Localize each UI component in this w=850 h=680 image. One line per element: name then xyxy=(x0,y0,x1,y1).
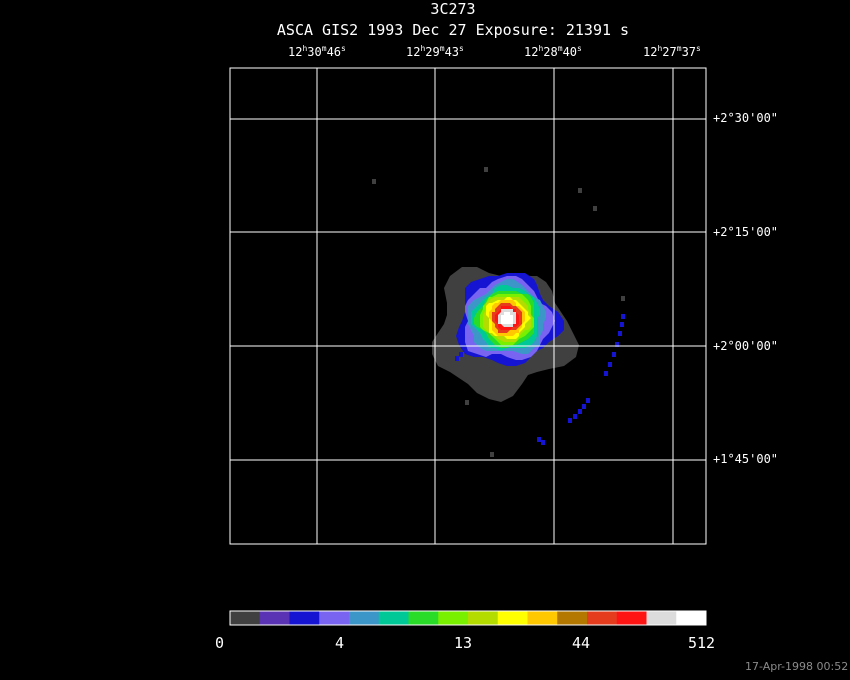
xray-intensity-image xyxy=(372,167,625,457)
intensity-pixel xyxy=(455,356,459,361)
colorbar-swatch xyxy=(527,611,558,625)
intensity-pixel xyxy=(465,400,469,405)
source-title: 3C273 xyxy=(430,0,476,18)
colorbar-swatch xyxy=(259,611,290,625)
colorbar-swatch xyxy=(497,611,528,625)
intensity-pixel xyxy=(621,314,625,319)
dec-tick-label: +1°45'00" xyxy=(713,452,779,466)
ra-tick-label: 12h30m46s xyxy=(288,44,346,59)
colorbar-swatch xyxy=(289,611,320,625)
intensity-pixel xyxy=(582,404,586,409)
intensity-pixel xyxy=(621,296,625,301)
intensity-pixel xyxy=(608,362,612,367)
intensity-pixel xyxy=(618,331,622,336)
intensity-pixel xyxy=(578,409,582,414)
coordinate-grid xyxy=(230,68,706,544)
colorbar-swatch xyxy=(616,611,647,625)
intensity-pixel xyxy=(593,206,597,211)
intensity-pixel xyxy=(372,179,376,184)
colorbar-label: 4 xyxy=(335,634,345,652)
colorbar-label: 13 xyxy=(454,634,473,652)
intensity-pixel xyxy=(484,167,488,172)
colorbar-swatch xyxy=(646,611,677,625)
observation-subtitle: ASCA GIS2 1993 Dec 27 Exposure: 21391 s xyxy=(276,21,630,39)
colorbar-frame xyxy=(229,610,707,626)
intensity-contour xyxy=(501,312,513,324)
colorbar-swatch xyxy=(349,611,380,625)
intensity-pixel xyxy=(578,188,582,193)
intensity-pixel xyxy=(615,342,619,347)
colorbar-swatch xyxy=(557,611,588,625)
intensity-pixel xyxy=(459,352,463,357)
colorbar-label: 512 xyxy=(688,634,716,652)
dec-tick-label: +2°00'00" xyxy=(713,339,779,353)
colorbar-swatch xyxy=(468,611,499,625)
colorbar-label: 44 xyxy=(572,634,591,652)
intensity-pixel xyxy=(573,414,577,419)
colorbar-swatch xyxy=(378,611,409,625)
intensity-pixel xyxy=(620,322,624,327)
intensity-pixel xyxy=(612,352,616,357)
colorbar-label: 0 xyxy=(215,634,225,652)
intensity-pixel xyxy=(586,398,590,403)
image-frame xyxy=(229,67,707,545)
colorbar-swatch xyxy=(438,611,469,625)
dec-tick-label: +2°15'00" xyxy=(713,225,779,239)
ra-tick-label: 12h29m43s xyxy=(406,44,464,59)
ra-tick-label: 12h28m40s xyxy=(524,44,582,59)
intensity-pixel xyxy=(604,371,608,376)
intensity-pixel xyxy=(568,418,572,423)
ra-tick-label: 12h27m37s xyxy=(643,44,701,59)
colorbar xyxy=(229,610,707,626)
colorbar-swatch xyxy=(587,611,618,625)
dec-tick-label: +2°30'00" xyxy=(713,111,779,125)
colorbar-swatch xyxy=(230,611,261,625)
timestamp: 17-Apr-1998 00:52 xyxy=(745,660,849,673)
intensity-pixel xyxy=(490,452,494,457)
colorbar-swatch xyxy=(408,611,439,625)
colorbar-swatch xyxy=(319,611,350,625)
intensity-pixel xyxy=(541,440,545,445)
intensity-pixel xyxy=(537,437,541,442)
colorbar-swatch xyxy=(676,611,707,625)
